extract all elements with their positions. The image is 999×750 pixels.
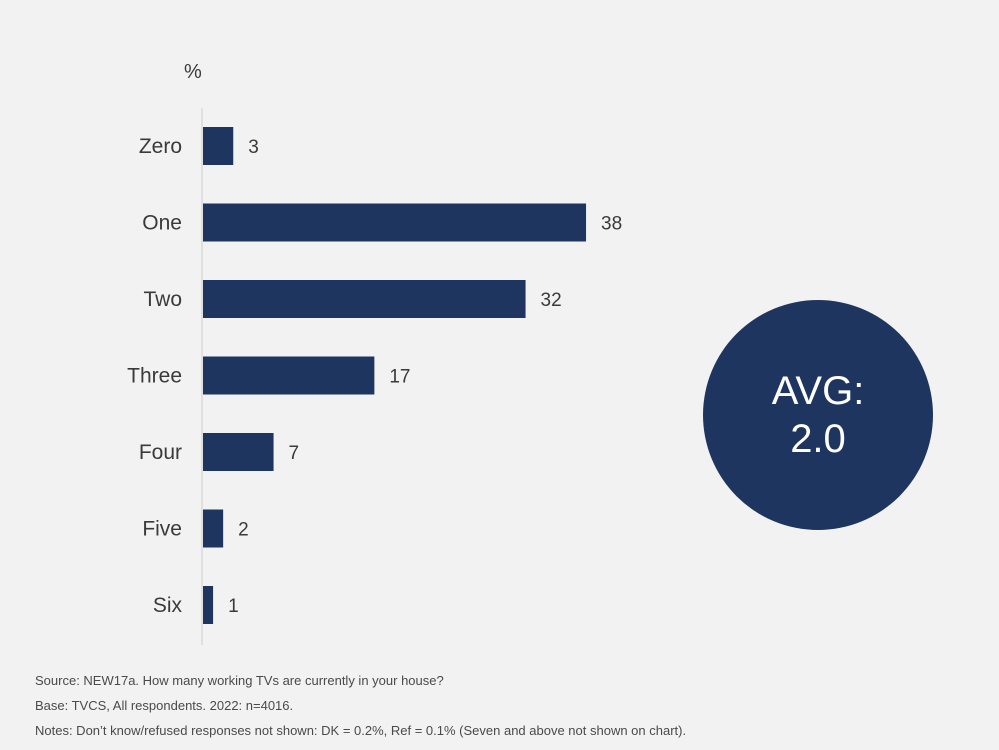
bar-one bbox=[203, 203, 587, 242]
value-label-six: 1 bbox=[228, 596, 239, 617]
average-badge-label: AVG: bbox=[771, 369, 865, 413]
source-note: Source: NEW17a. How many working TVs are… bbox=[35, 673, 444, 688]
notes-text: Notes: Don’t know/refused responses not … bbox=[35, 723, 687, 738]
category-label-one: One bbox=[142, 212, 182, 235]
value-label-one: 38 bbox=[601, 214, 622, 235]
category-label-three: Three bbox=[127, 365, 182, 388]
average-badge-value: 2.0 bbox=[790, 417, 846, 461]
average-badge: AVG: 2.0 bbox=[703, 300, 933, 530]
value-label-two: 32 bbox=[541, 290, 562, 311]
bar-zero bbox=[203, 127, 234, 165]
unit-label: % bbox=[184, 61, 202, 83]
value-label-three: 17 bbox=[389, 367, 410, 388]
category-label-six: Six bbox=[153, 594, 183, 617]
bar-three bbox=[203, 356, 375, 395]
chart-footnotes: Source: NEW17a. How many working TVs are… bbox=[35, 668, 686, 743]
category-label-five: Five bbox=[142, 518, 182, 541]
value-label-five: 2 bbox=[238, 520, 249, 541]
value-label-four: 7 bbox=[289, 443, 300, 464]
category-label-zero: Zero bbox=[139, 135, 182, 158]
base-note: Base: TVCS, All respondents. 2022: n=401… bbox=[35, 698, 294, 713]
category-label-four: Four bbox=[139, 441, 182, 464]
value-label-zero: 3 bbox=[248, 137, 259, 158]
bar-chart: % Zero 3 One 38 Two 32 Three 17 Four 7 Five 2 Six 1 bbox=[127, 61, 622, 645]
bar-four bbox=[203, 433, 274, 471]
bar-six bbox=[203, 586, 214, 624]
bar-five bbox=[203, 509, 224, 548]
bar-two bbox=[203, 280, 526, 318]
category-label-two: Two bbox=[143, 288, 182, 311]
